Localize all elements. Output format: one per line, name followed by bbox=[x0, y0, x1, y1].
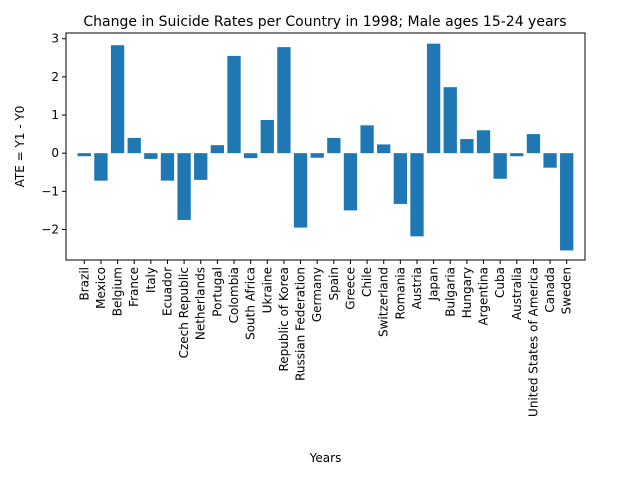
x-tick-label: Greece bbox=[343, 267, 357, 310]
bar-sweden bbox=[560, 153, 574, 251]
y-tick-label: 1 bbox=[51, 108, 59, 122]
bar-russian-federation bbox=[293, 153, 308, 228]
bar-hungary bbox=[460, 139, 474, 154]
x-tick-label: Ukraine bbox=[260, 267, 274, 313]
x-tick-label: Netherlands bbox=[194, 267, 208, 340]
x-tick-label: Germany bbox=[310, 267, 324, 322]
bar-brazil bbox=[77, 153, 91, 157]
bar-south-africa bbox=[243, 153, 258, 159]
bar-portugal bbox=[210, 145, 225, 154]
plot-frame bbox=[65, 32, 586, 261]
x-tick-label: United States of America bbox=[526, 267, 540, 417]
bar-france bbox=[127, 137, 141, 154]
bar-ukraine bbox=[260, 119, 274, 154]
x-tick-label: Italy bbox=[144, 267, 158, 293]
x-axis-ticks: Brazil Mexico Belgium France Italy Ecuador Cze… bbox=[77, 260, 574, 417]
x-tick-label: Australia bbox=[510, 267, 524, 320]
x-tick-label: Hungary bbox=[460, 267, 474, 318]
bar-switzerland bbox=[377, 144, 391, 154]
x-tick-label: Czech Republic bbox=[177, 267, 191, 358]
x-tick-label: Canada bbox=[543, 267, 557, 313]
x-tick-label: Argentina bbox=[477, 267, 491, 326]
y-tick-label: 3 bbox=[51, 32, 59, 46]
bar-australia bbox=[510, 153, 524, 157]
x-tick-label: Colombia bbox=[227, 267, 241, 323]
x-tick-label: Brazil bbox=[77, 267, 91, 301]
bar-cuba bbox=[493, 153, 507, 179]
y-tick-label: 0 bbox=[51, 146, 59, 160]
x-axis-label: Years bbox=[309, 451, 342, 465]
x-tick-label: Sweden bbox=[560, 267, 574, 314]
x-tick-label: Romania bbox=[393, 267, 407, 319]
y-tick-label: −1 bbox=[41, 184, 59, 198]
bar-chile bbox=[360, 125, 374, 154]
x-tick-label: Portugal bbox=[210, 267, 224, 317]
x-tick-label: Austria bbox=[410, 267, 424, 309]
x-tick-label: Belgium bbox=[111, 267, 125, 316]
x-tick-label: South Africa bbox=[244, 267, 258, 340]
bar-ecuador bbox=[160, 153, 175, 181]
x-tick-label: Republic of Korea bbox=[277, 267, 291, 372]
bar-mexico bbox=[94, 153, 108, 181]
bar-germany bbox=[310, 153, 324, 158]
bar-spain bbox=[327, 137, 341, 154]
bar-colombia bbox=[227, 55, 241, 154]
y-tick-label: 2 bbox=[51, 70, 59, 84]
bar-greece bbox=[343, 153, 358, 211]
x-tick-label: Chile bbox=[360, 267, 374, 297]
bar-austria bbox=[410, 153, 424, 237]
bar-belgium bbox=[110, 45, 125, 154]
x-tick-label: Ecuador bbox=[160, 267, 174, 316]
x-tick-label: Russian Federation bbox=[294, 267, 308, 381]
bar-united-states-of-america bbox=[526, 134, 541, 154]
y-axis-ticks: −2 −1 0 1 2 3 bbox=[41, 32, 66, 236]
bars-group bbox=[77, 43, 574, 251]
x-tick-label: Cuba bbox=[493, 267, 507, 298]
bar-romania bbox=[393, 153, 408, 204]
x-tick-label: Japan bbox=[427, 267, 441, 301]
chart-title: Change in Suicide Rates per Country in 1… bbox=[83, 14, 566, 30]
x-tick-label: Mexico bbox=[94, 267, 108, 309]
bar-argentina bbox=[476, 130, 491, 154]
x-tick-label: Bulgaria bbox=[443, 267, 457, 317]
bar-japan bbox=[426, 43, 441, 154]
bar-netherlands bbox=[194, 153, 208, 180]
bar-czech-republic bbox=[177, 153, 191, 220]
bar-italy bbox=[144, 153, 158, 159]
bar-canada bbox=[543, 153, 557, 168]
x-tick-label: Switzerland bbox=[377, 267, 391, 337]
x-tick-label: France bbox=[127, 267, 141, 307]
y-axis-label: ATE = Y1 - Y0 bbox=[13, 106, 27, 188]
bar-bulgaria bbox=[443, 87, 457, 154]
bar-republic-of-korea bbox=[277, 47, 291, 154]
x-tick-label: Spain bbox=[327, 267, 341, 301]
y-tick-label: −2 bbox=[41, 222, 59, 236]
